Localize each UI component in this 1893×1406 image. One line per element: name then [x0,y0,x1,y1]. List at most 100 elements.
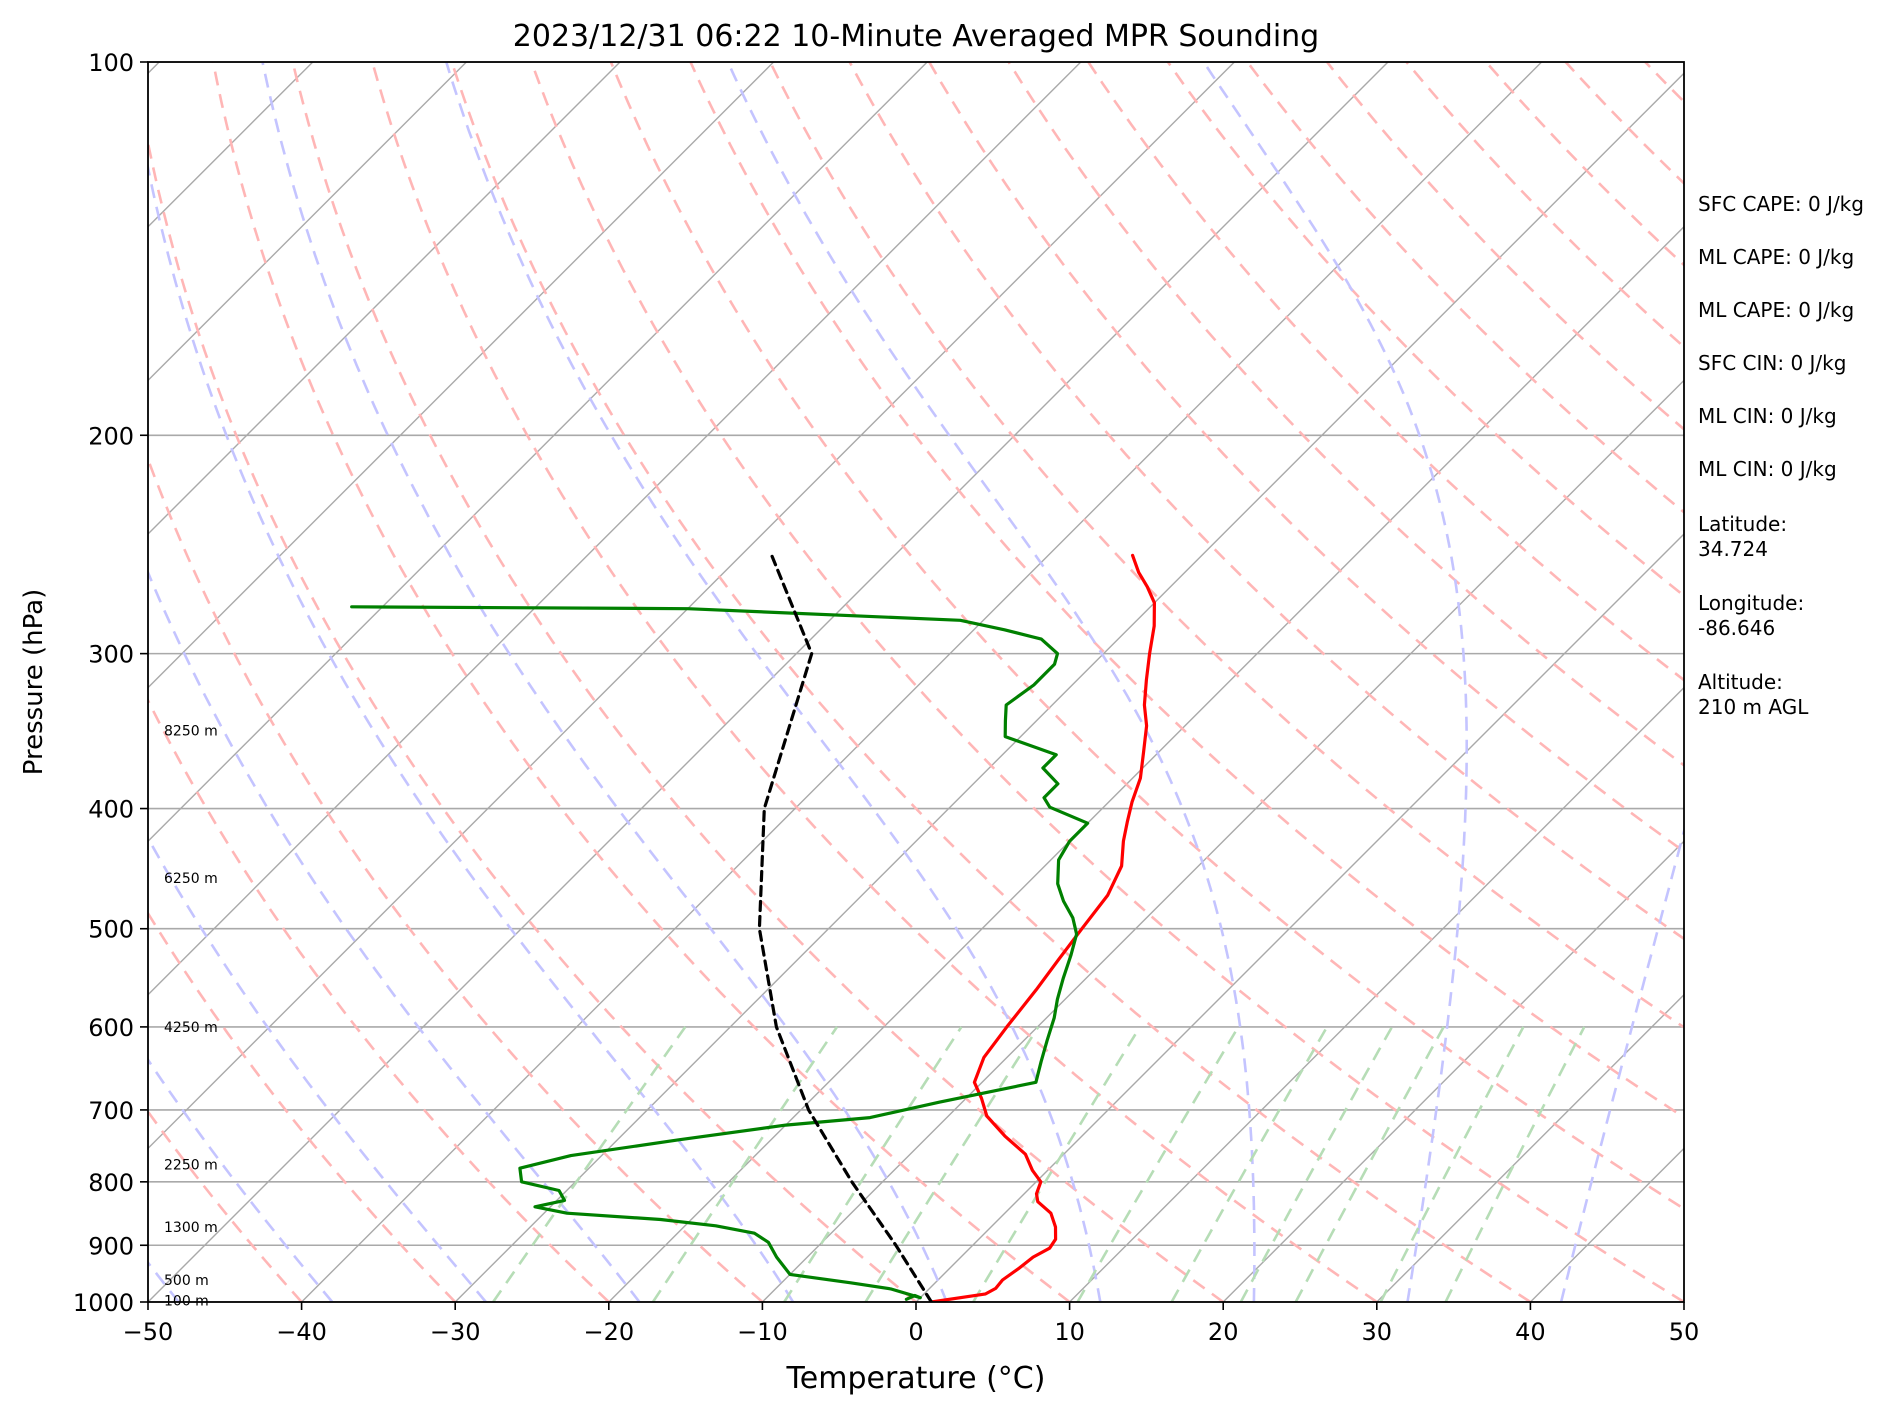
isotherm-line [148,62,467,382]
y-tick-label: 900 [88,1232,134,1260]
height-annotation: 100 m [164,1293,209,1309]
side-stat-text: Longitude: [1698,591,1804,615]
height-annotation: 2250 m [164,1158,218,1174]
x-tick-label: 20 [1208,1318,1239,1346]
dry-adiabat-line [450,62,1532,1302]
chart-title: 2023/12/31 06:22 10-Minute Averaged MPR … [513,19,1319,54]
isotherm-line [148,62,1389,1302]
isotherm-line [0,62,6,1302]
height-annotation: 4250 m [164,1020,218,1036]
moist-adiabat-line [148,835,487,1302]
mixing-ratio-line [1444,1026,1586,1302]
x-tick-label: 50 [1669,1318,1700,1346]
side-stat-text: ML CIN: 0 J/kg [1698,457,1837,481]
side-panel: SFC CAPE: 0 J/kg ML CAPE: 0 J/kg ML CAPE: … [1698,192,1864,719]
y-tick-label: 700 [88,1097,134,1125]
height-annotations: 8250 m 6250 m 4250 m 2250 m 1300 m 500 m 100 m [164,723,218,1309]
y-tick-label: 300 [88,641,134,669]
x-axis-label: Temperature (°C) [786,1361,1046,1396]
isotherm-line [148,62,621,535]
x-tick-label: 40 [1515,1318,1546,1346]
mixing-ratio-line [492,1026,687,1302]
isotherm-line [148,62,928,843]
data-series [350,553,1156,1302]
x-tick-label: 0 [908,1318,923,1346]
parcel-path [757,553,933,1302]
dry-adiabat-line [848,62,1684,941]
moist-adiabat-line [445,62,1102,1302]
height-annotation: 8250 m [164,723,218,739]
isotherm-line [1376,993,1684,1302]
isotherm-line [148,62,1235,1150]
dry-adiabat-line [291,62,1224,1302]
dry-adiabat-line [148,697,610,1302]
moist-adiabat-line [1559,826,1684,1302]
side-stat-text: Altitude: [1698,670,1783,694]
side-stat-text: 34.724 [1698,537,1768,561]
x-tick-label: 30 [1362,1318,1393,1346]
dry-adiabat-line [148,455,764,1302]
plot-frame [147,61,1685,1303]
height-annotation: 1300 m [164,1220,218,1236]
moist-adiabat-line [1202,62,1468,1302]
height-annotation: 6250 m [164,871,218,887]
dry-adiabat-line [148,136,917,1302]
dry-adiabat-line [371,62,1378,1302]
dry-adiabat-line [530,62,1684,1302]
height-annotation: 500 m [164,1273,209,1289]
y-tick-label: 600 [88,1014,134,1042]
mixing-ratio-line [783,1026,963,1302]
isotherm-line [915,533,1684,1302]
y-tick-label: 200 [88,422,134,450]
side-stat-text: ML CIN: 0 J/kg [1698,404,1837,428]
y-tick-label: 800 [88,1169,134,1197]
x-tick-label: 10 [1054,1318,1085,1346]
dry-adiabat-line [1325,62,1684,431]
mixing-ratio-line [1379,1026,1525,1302]
side-stat-text: SFC CAPE: 0 J/kg [1698,192,1864,216]
side-stat-text: SFC CIN: 0 J/kg [1698,351,1846,375]
y-tick-label: 500 [88,916,134,944]
x-tick-label: −40 [276,1318,327,1346]
side-stat-text: ML CAPE: 0 J/kg [1698,298,1854,322]
moist-adiabat-line [726,62,1256,1302]
dry-adiabat-line [148,910,457,1302]
moist-adiabat-line [148,569,641,1302]
isotherm-line [1069,686,1684,1302]
x-tick-label: −30 [430,1318,481,1346]
y-tick-label: 1000 [73,1289,134,1317]
isotherm-line [148,62,775,689]
isotherm-line [301,62,1543,1302]
temperature-profile [929,553,1156,1302]
isotherm-line [1222,840,1684,1302]
mixing-ratio-line [1170,1026,1329,1302]
side-stat-text: ML CAPE: 0 J/kg [1698,245,1854,269]
dewpoint-profile [350,605,1090,1301]
side-stat-text: Latitude: [1698,512,1787,536]
side-stat-text: 210 m AGL [1698,695,1809,719]
moist-adiabat-line [148,161,795,1302]
mixing-ratio-line [972,1026,1142,1302]
isotherm-line [608,225,1684,1302]
x-tick-label: −20 [583,1318,634,1346]
moist-adiabat-line [148,1057,334,1302]
y-axis-label: Pressure (hPa) [19,589,49,776]
moist-adiabat-line [261,62,948,1302]
axes: −50 −40 −30 −20 −10 0 10 20 30 40 50 1000 900 800 700 6… [73,49,1699,1346]
mixing-ratio-line [1294,1026,1445,1302]
dry-adiabat-line [609,62,1684,1211]
x-tick-label: −10 [737,1318,788,1346]
side-stat-text: -86.646 [1698,616,1775,640]
background-lines [0,62,1893,1302]
mixing-ratio-line [864,1026,1040,1302]
x-tick-label: −50 [123,1318,174,1346]
y-tick-label: 100 [88,49,134,77]
dry-adiabat-line [1246,62,1684,514]
dry-adiabat-line [689,62,1684,1119]
dry-adiabat-line [1007,62,1684,767]
isotherm-line [148,62,1082,996]
mixing-ratio-line [651,1026,839,1302]
moist-adiabat-line [1868,62,1893,1302]
dry-adiabat-line [768,62,1684,1029]
